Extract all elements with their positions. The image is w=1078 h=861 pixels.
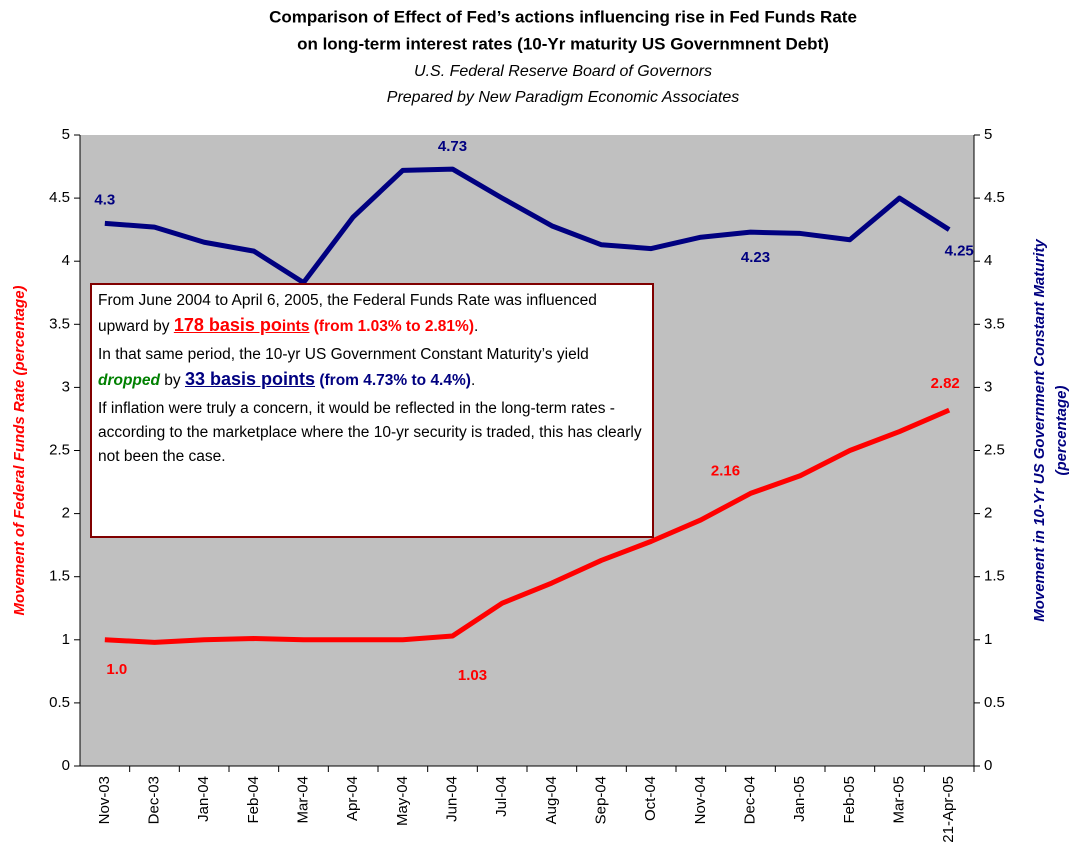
y2-tick-label: 0 [984,757,992,774]
y2-tick-label: 3 [984,378,992,395]
y-tick-label: 2.5 [49,441,70,458]
x-tick-label: May-04 [394,776,411,826]
y-tick-label: 3 [62,378,70,395]
y2-tick-label: 1.5 [984,568,1005,585]
data-label: 4.3 [94,191,115,208]
data-label: 2.16 [711,462,740,479]
x-tick-label: Feb-04 [245,776,262,824]
x-tick-label: Mar-04 [294,776,311,824]
x-tick-label: Nov-04 [692,776,709,824]
data-label: 4.73 [438,138,467,155]
y2-tick-label: 3.5 [984,315,1005,332]
y2-axis-title: (percentage) [1053,385,1070,475]
y2-axis-title: Movement in 10-Yr US Government Constant… [1031,239,1048,622]
y2-tick-label: 4 [984,252,992,269]
y-tick-label: 0.5 [49,694,70,711]
x-tick-label: 21-Apr-05 [940,776,957,843]
x-tick-label: Nov-03 [96,776,113,824]
annotation-text: (from 1.03% to 2.81%) [309,318,474,335]
annotation-text: . [470,372,476,389]
data-label: 1.0 [106,661,127,678]
x-tick-label: Apr-04 [344,776,361,821]
x-tick-label: Dec-03 [145,776,162,824]
annotation-text: . [473,318,479,335]
y2-tick-label: 1 [984,631,992,648]
x-tick-label: Jun-04 [443,776,460,822]
chart-subtitle: U.S. Federal Reserve Board of Governors [414,63,712,80]
annotation-paragraph: In that same period, the 10-yr US Govern… [98,343,646,393]
y-tick-label: 2 [62,505,70,522]
x-tick-label: Sep-04 [592,776,609,824]
x-tick-label: Oct-04 [642,776,659,821]
y-tick-label: 4 [62,252,70,269]
x-tick-label: Aug-04 [543,776,560,824]
y-tick-label: 0 [62,757,70,774]
annotation-text: ints [281,318,310,335]
annotation-text: From June 2004 to April 6, 2005, the Fed… [98,292,597,335]
data-label: 4.25 [945,243,974,260]
y2-tick-label: 2 [984,505,992,522]
x-tick-label: Jan-04 [195,776,212,822]
series-line [104,407,951,645]
annotation-text: by [160,372,185,389]
data-label: 4.23 [741,249,770,266]
y-tick-label: 1 [62,631,70,648]
annotation-paragraph: If inflation were truly a concern, it wo… [98,397,646,469]
annotation-text: In that same period, the 10-yr US Govern… [98,346,589,363]
y-tick-label: 1.5 [49,568,70,585]
chart-title: Comparison of Effect of Fed’s actions in… [269,7,857,26]
y2-tick-label: 4.5 [984,189,1005,206]
y2-tick-label: 2.5 [984,441,1005,458]
x-tick-label: Jan-05 [791,776,808,822]
y-tick-label: 5 [62,126,70,143]
annotation-text: If inflation were truly a concern, it wo… [98,400,642,465]
annotation-text: 178 basis po [173,315,282,335]
chart-subtitle: Prepared by New Paradigm Economic Associ… [387,89,739,106]
x-tick-label: Dec-04 [741,776,758,824]
y-axis-title: Movement of Federal Funds Rate (percenta… [11,285,28,615]
y2-tick-label: 0.5 [984,694,1005,711]
x-tick-label: Feb-05 [841,776,858,824]
x-tick-label: Mar-05 [890,776,907,824]
annotation-box: From June 2004 to April 6, 2005, the Fed… [90,283,654,538]
annotation-paragraph: From June 2004 to April 6, 2005, the Fed… [98,289,646,339]
series-line [104,166,951,286]
y-tick-label: 3.5 [49,315,70,332]
y-tick-label: 4.5 [49,189,70,206]
y2-tick-label: 5 [984,126,992,143]
annotation-text: 33 basis points [184,369,316,389]
data-label: 1.03 [458,667,487,684]
x-tick-label: Jul-04 [493,776,510,817]
annotation-text: (from 4.73% to 4.4%) [315,372,471,389]
annotation-text: dropped [98,372,160,389]
chart-title: on long-term interest rates (10-Yr matur… [297,34,829,53]
data-label: 2.82 [931,375,960,392]
